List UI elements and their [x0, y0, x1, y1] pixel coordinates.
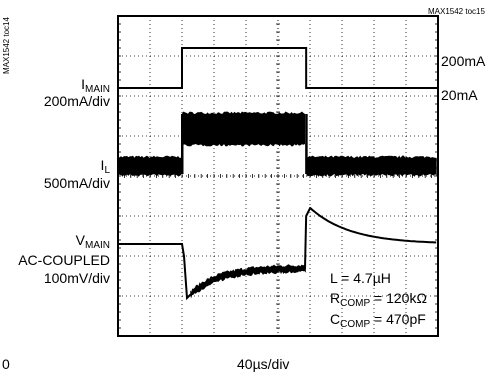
right-label-low: 20mA [441, 87, 478, 103]
figure-id-top: MAX1542 toc15 [428, 7, 485, 16]
trace-vmain-noise [190, 264, 307, 299]
figure-id-side: MAX1542 toc14 [2, 17, 11, 74]
channel-vmain-label: VMAIN [75, 232, 110, 251]
channel-il-scale: 500mA/div [43, 175, 110, 191]
annotation-inductance: L = 4.7µH [330, 270, 391, 286]
channel-vmain-coupling: AC-COUPLED [18, 252, 110, 268]
annotation-ccomp: CCOMP = 470pF [330, 311, 426, 330]
trace-imain [118, 47, 438, 89]
trace-il-low-band [118, 155, 181, 177]
trace-il-low-band [306, 155, 437, 177]
annotation-rcomp: RCOMP = 120kΩ [330, 290, 427, 309]
channel-imain-scale: 200mA/div [43, 93, 110, 109]
corner-fragment: 0 [2, 356, 10, 372]
channel-imain-label: IMAIN [81, 76, 110, 95]
right-label-high: 200mA [441, 53, 486, 69]
trace-il-fall-edge [305, 114, 308, 174]
trace-il-rise-edge [181, 114, 184, 174]
x-axis-scale: 40µs/div [237, 356, 290, 372]
channel-vmain-scale: 100mV/div [43, 270, 110, 286]
channel-il-label: IL [100, 157, 110, 176]
trace-il-high-band [182, 111, 305, 147]
